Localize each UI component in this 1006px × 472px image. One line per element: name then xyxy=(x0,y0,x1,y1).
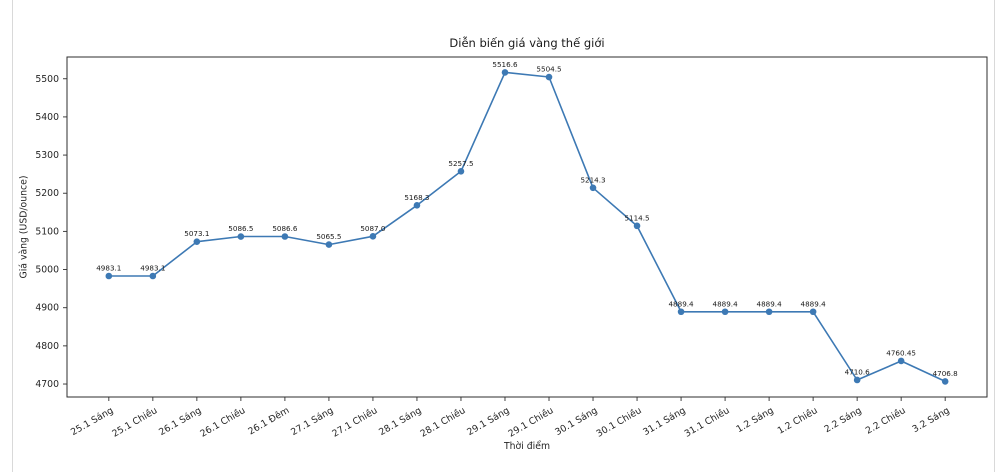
y-tick-label: 5200 xyxy=(35,188,59,199)
data-point-label: 5073.1 xyxy=(184,229,209,238)
data-point-marker xyxy=(897,357,905,365)
y-tick-label: 5000 xyxy=(35,265,59,276)
data-point-label: 4706.8 xyxy=(933,369,959,378)
x-tick-label: 26.1 Chiều xyxy=(198,405,247,440)
data-point-label: 4983.1 xyxy=(96,263,121,272)
y-tick-label: 5100 xyxy=(35,226,59,237)
x-axis-label: Thời điểm xyxy=(503,441,551,452)
x-tick-label: 26.1 Đêm xyxy=(246,405,291,437)
data-point-label: 4889.4 xyxy=(801,299,827,308)
x-tick-label: 30.1 Chiều xyxy=(595,405,644,440)
data-point-label: 5065.5 xyxy=(316,232,341,241)
axis-frame xyxy=(66,56,988,398)
data-point-label: 5086.5 xyxy=(228,224,253,233)
data-point-label: 5214.3 xyxy=(580,175,605,184)
data-point-label: 5087.0 xyxy=(360,224,386,233)
y-tick-label: 5400 xyxy=(35,112,59,123)
x-tick-label: 30.1 Sáng xyxy=(553,405,599,438)
x-tick-label: 3.2 Sáng xyxy=(911,405,952,435)
data-point-marker xyxy=(325,241,333,248)
x-tick-label: 2.2 Chiều xyxy=(864,405,908,437)
x-tick-label: 2.2 Sáng xyxy=(823,405,864,435)
y-tick-label: 5500 xyxy=(35,74,59,85)
data-point-marker xyxy=(193,238,201,245)
data-point-marker xyxy=(589,184,597,192)
y-tick-label: 4700 xyxy=(35,379,59,390)
x-tick-label: 28.1 Chiều xyxy=(418,405,467,440)
x-tick-label: 25.1 Chiều xyxy=(110,405,159,440)
data-point-marker xyxy=(105,272,113,280)
data-point-label: 5504.5 xyxy=(536,65,561,74)
data-point-marker xyxy=(853,376,861,384)
y-tick-label: 4800 xyxy=(35,341,59,352)
data-point-marker xyxy=(633,222,641,230)
series-line xyxy=(108,71,947,383)
data-point-label: 4983.1 xyxy=(140,263,165,272)
x-tick-label: 26.1 Sáng xyxy=(157,405,203,438)
y-tick-label: 4900 xyxy=(35,303,59,314)
data-point-marker xyxy=(237,233,245,240)
data-point-label: 5168.3 xyxy=(404,193,429,202)
data-point-marker xyxy=(809,308,817,316)
data-point-marker xyxy=(281,233,289,240)
data-point-label: 4760.45 xyxy=(886,348,916,357)
data-point-label: 4889.4 xyxy=(713,299,739,308)
data-point-marker xyxy=(369,233,377,240)
data-point-label: 4889.4 xyxy=(668,299,694,308)
page-border-right xyxy=(994,0,995,472)
x-tick-label: 29.1 Chiều xyxy=(507,405,556,440)
page-border-left xyxy=(12,0,13,472)
data-point-label: 5516.6 xyxy=(492,60,518,69)
y-tick-label: 5300 xyxy=(35,150,59,161)
data-point-marker xyxy=(765,308,773,316)
x-tick-label: 31.1 Sáng xyxy=(641,405,687,438)
data-point-label: 5114.5 xyxy=(624,213,649,222)
data-point-marker xyxy=(457,167,465,175)
chart-title: Diễn biến giá vàng thế giới xyxy=(449,36,605,50)
data-point-label: 5086.6 xyxy=(272,224,298,233)
data-point-label: 4710.6 xyxy=(845,367,871,376)
data-point-marker xyxy=(413,202,421,209)
data-point-marker xyxy=(941,378,949,385)
data-point-marker xyxy=(677,308,685,316)
data-point-marker xyxy=(149,272,157,280)
x-tick-label: 27.1 Sáng xyxy=(289,405,335,438)
x-tick-label: 28.1 Sáng xyxy=(377,405,423,438)
x-tick-label: 1.2 Sáng xyxy=(734,405,775,435)
x-tick-label: 25.1 Sáng xyxy=(69,405,115,438)
x-tick-label: 1.2 Chiều xyxy=(776,405,820,437)
data-point-label: 5257.5 xyxy=(448,159,473,168)
x-tick-label: 29.1 Sáng xyxy=(465,405,511,438)
data-point-marker xyxy=(501,69,509,76)
x-tick-label: 31.1 Chiều xyxy=(683,405,732,440)
data-point-label: 4889.4 xyxy=(757,299,783,308)
data-point-marker xyxy=(545,73,553,81)
data-point-marker xyxy=(721,308,729,316)
x-tick-label: 27.1 Chiều xyxy=(330,405,379,440)
